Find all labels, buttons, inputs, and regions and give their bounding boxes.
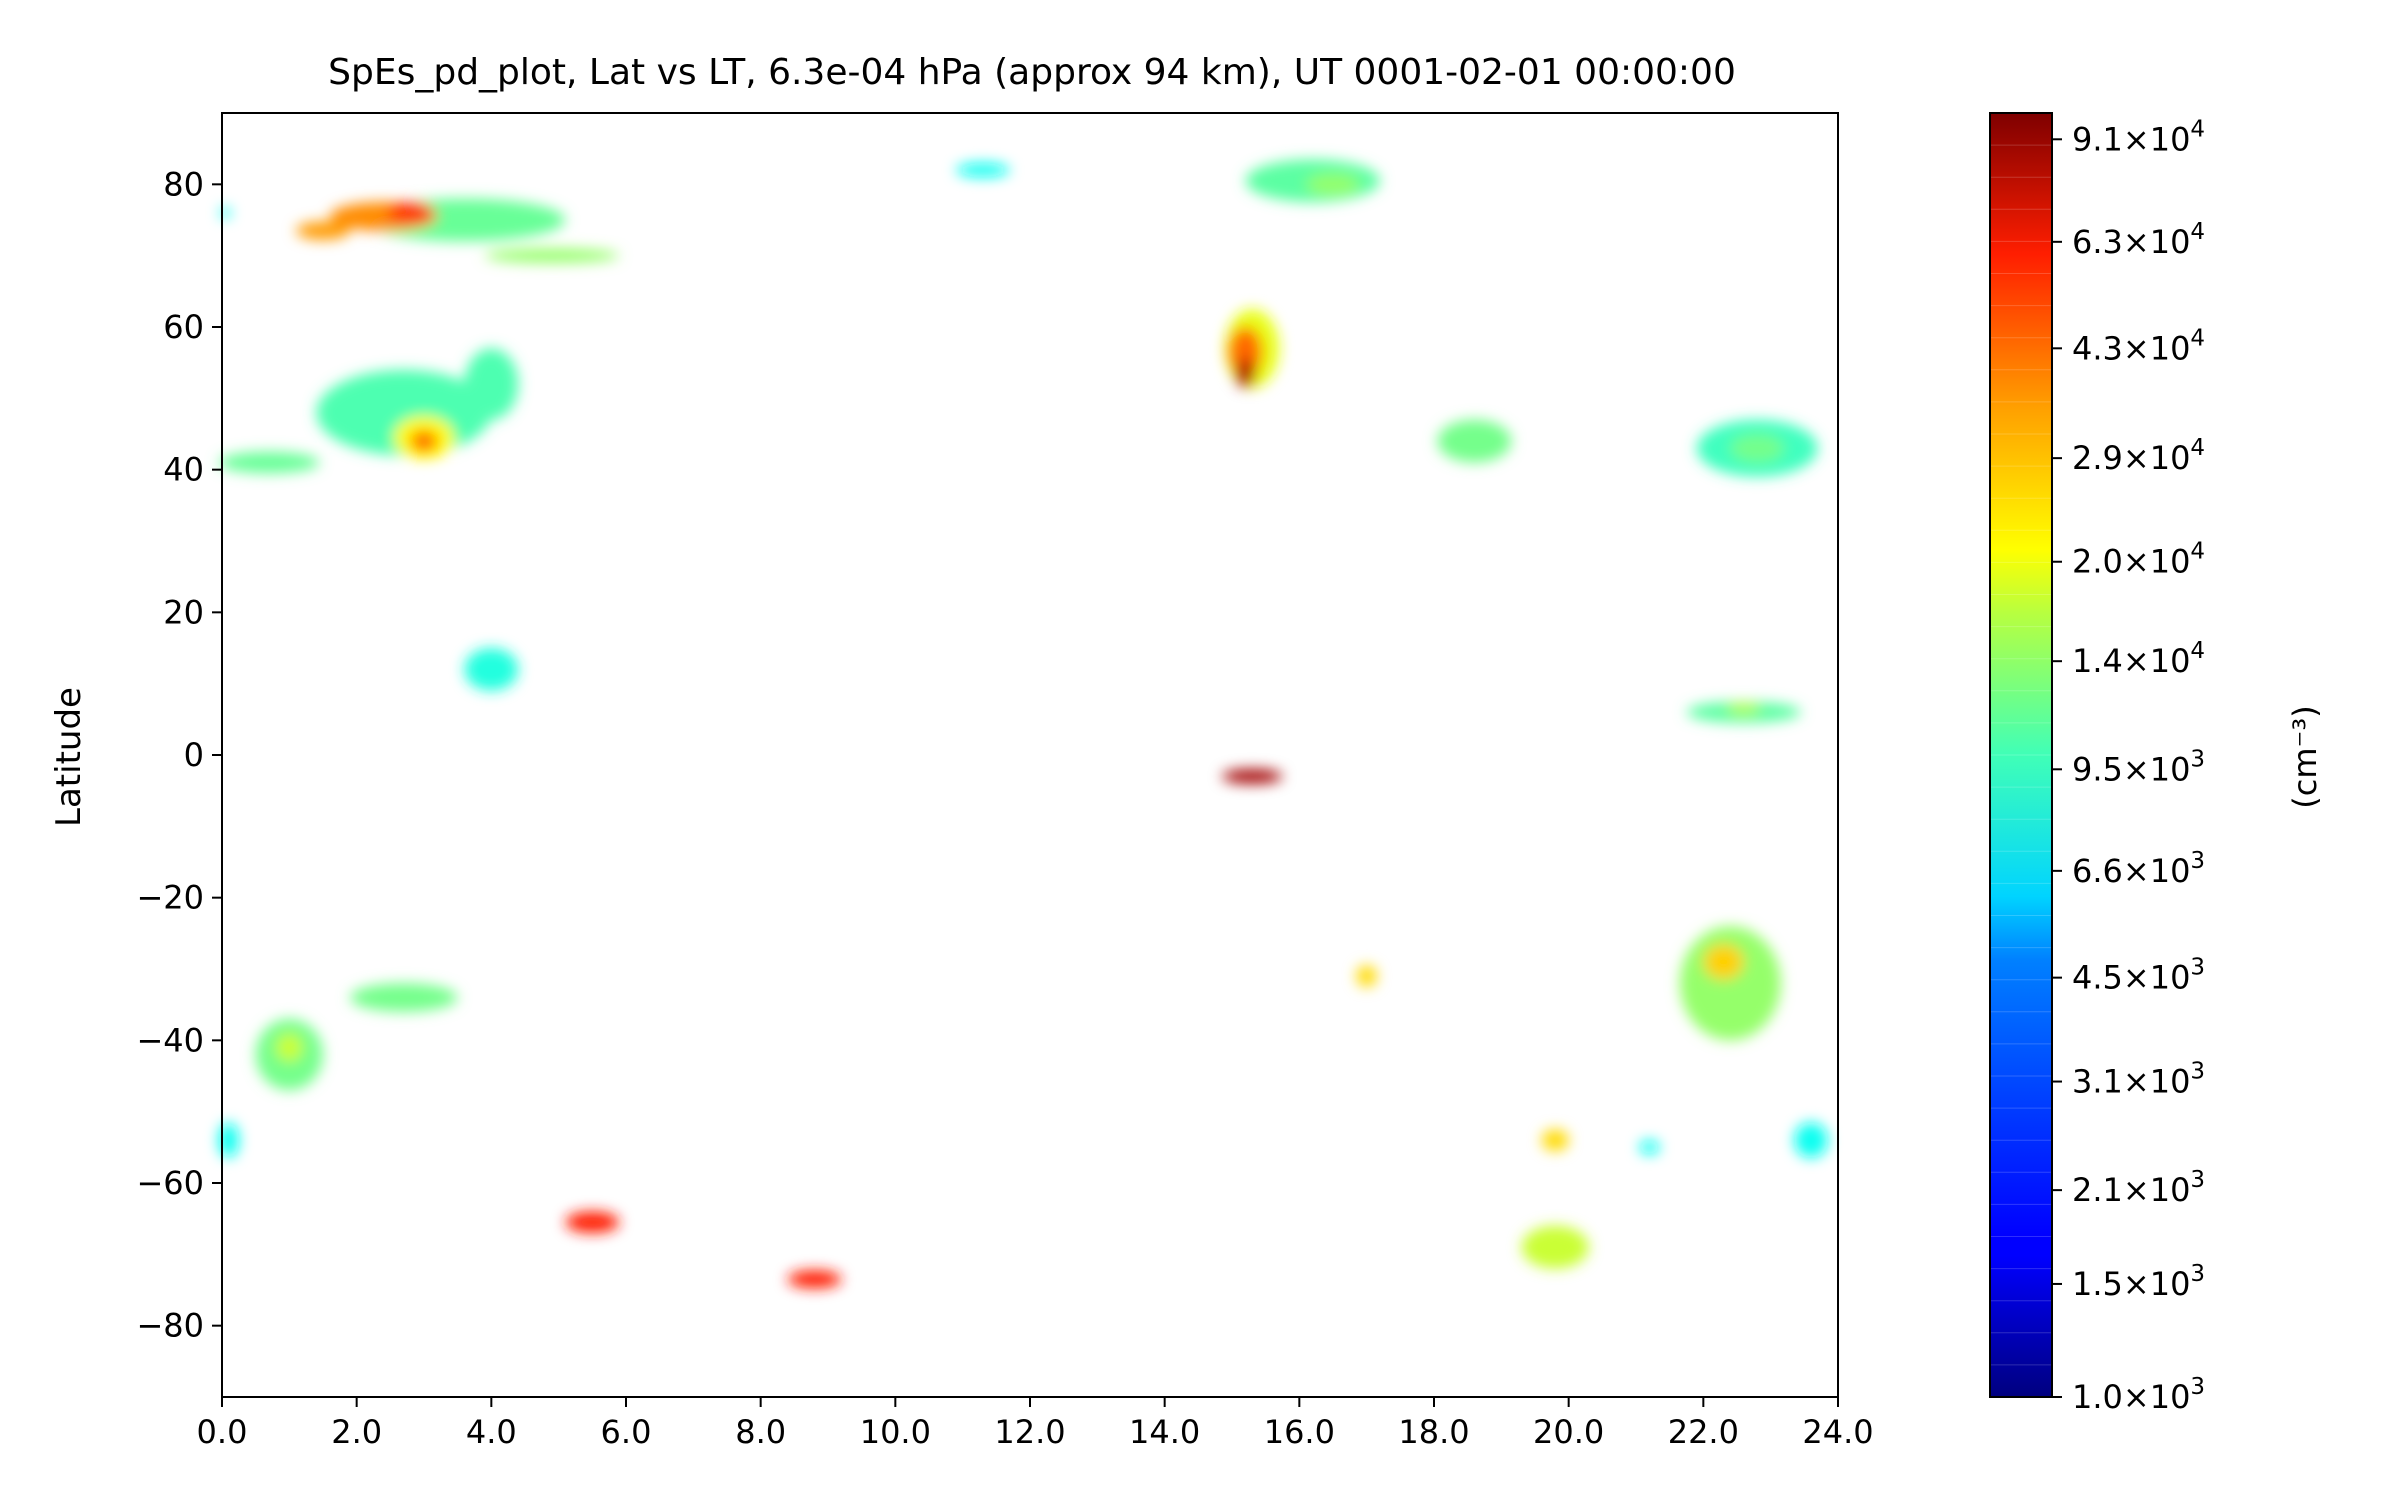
data-patch <box>1726 703 1761 714</box>
x-tick-label: 24.0 <box>1802 1413 1873 1451</box>
data-patch <box>1437 419 1512 463</box>
x-tick-label: 14.0 <box>1129 1413 1200 1451</box>
data-patch <box>218 1122 239 1159</box>
x-tick-label: 20.0 <box>1533 1413 1604 1451</box>
data-patch <box>1356 965 1377 987</box>
y-tick-label: −80 <box>136 1307 204 1345</box>
colorbar-ticks: 9.1×104 6.3×104 4.3×104 2.9×104 2.0×104 1.4×1… <box>2052 116 2205 1416</box>
data-patch <box>349 983 458 1012</box>
y-tick-label: −40 <box>136 1021 204 1059</box>
colorbar-tick-label: 9.1×104 <box>2072 116 2205 158</box>
data-patch <box>484 248 620 263</box>
data-patch <box>1221 769 1283 784</box>
y-tick-label: −60 <box>136 1164 204 1202</box>
colorbar-tick-label: 2.0×104 <box>2072 539 2205 581</box>
x-tick-label: 8.0 <box>735 1413 786 1451</box>
x-tick-label: 16.0 <box>1264 1413 1335 1451</box>
y-axis: 80 60 40 20 0 −20 −40 −60 −80 <box>136 165 222 1345</box>
x-tick-label: 4.0 <box>466 1413 517 1451</box>
data-patch <box>1541 1129 1569 1151</box>
colorbar-tick-label: 1.4×104 <box>2072 638 2205 680</box>
y-tick-label: 60 <box>163 308 204 346</box>
colorbar-gradient <box>1990 113 2052 1397</box>
x-tick-label: 22.0 <box>1668 1413 1739 1451</box>
colorbar-tick-label: 2.9×104 <box>2072 435 2205 477</box>
colorbar: 9.1×104 6.3×104 4.3×104 2.9×104 2.0×104 1.4×1… <box>1989 112 2324 1416</box>
data-patch <box>410 430 438 452</box>
data-patch <box>1794 1122 1828 1159</box>
data-patch <box>1703 944 1744 980</box>
data-patch <box>1679 926 1781 1041</box>
data-patch <box>218 451 320 474</box>
x-tick-label: 12.0 <box>994 1413 1065 1451</box>
data-patch <box>296 221 350 240</box>
data-patch <box>464 348 519 420</box>
chart-title: SpEs_pd_plot, Lat vs LT, 6.3e-04 hPa (ap… <box>328 52 1736 93</box>
y-tick-label: 0 <box>184 736 204 774</box>
data-patch <box>1228 327 1263 377</box>
x-tick-label: 18.0 <box>1398 1413 1469 1451</box>
y-tick-label: 20 <box>163 593 204 631</box>
y-tick-label: −20 <box>136 879 204 917</box>
x-axis: 0.0 2.0 4.0 6.0 8.0 10.0 12.0 14.0 16.0 18.0 20.0 2… <box>197 1397 1874 1451</box>
data-patch <box>1521 1225 1589 1269</box>
colorbar-tick-label: 6.6×103 <box>2072 848 2205 890</box>
colorbar-tick-label: 1.0×103 <box>2072 1374 2205 1416</box>
data-patches <box>218 159 1828 1289</box>
colorbar-tick-label: 6.3×104 <box>2072 219 2205 261</box>
plot-background <box>222 113 1838 1397</box>
data-patch <box>1639 1140 1660 1155</box>
y-tick-label: 40 <box>163 451 204 489</box>
data-patch <box>787 1270 842 1289</box>
colorbar-tick-label: 4.5×103 <box>2072 955 2205 997</box>
data-patch <box>386 202 435 224</box>
x-tick-label: 2.0 <box>331 1413 382 1451</box>
data-patch <box>955 162 1010 178</box>
data-patch <box>464 648 519 691</box>
data-patch <box>1235 359 1256 388</box>
y-tick-label: 80 <box>163 165 204 203</box>
data-patch <box>565 1211 620 1233</box>
colorbar-level-lines <box>1990 144 2052 1366</box>
data-patch <box>1306 173 1360 196</box>
colorbar-tick-label: 2.1×103 <box>2072 1167 2205 1209</box>
x-tick-label: 10.0 <box>860 1413 931 1451</box>
y-axis-label: Latitude <box>49 687 89 827</box>
colorbar-tick-label: 1.5×103 <box>2072 1261 2205 1303</box>
colorbar-tick-label: 3.1×103 <box>2072 1059 2205 1101</box>
plot-area <box>218 112 1839 1398</box>
colorbar-frame <box>1989 112 2053 1398</box>
colorbar-tick-label: 9.5×103 <box>2072 746 2205 788</box>
colorbar-label: (cm⁻³) <box>2286 705 2324 808</box>
x-tick-label: 0.0 <box>197 1413 248 1451</box>
data-patch <box>1730 434 1785 463</box>
colorbar-tick-label: 4.3×104 <box>2072 325 2205 367</box>
data-patch <box>275 1033 303 1062</box>
x-tick-label: 6.0 <box>601 1413 652 1451</box>
